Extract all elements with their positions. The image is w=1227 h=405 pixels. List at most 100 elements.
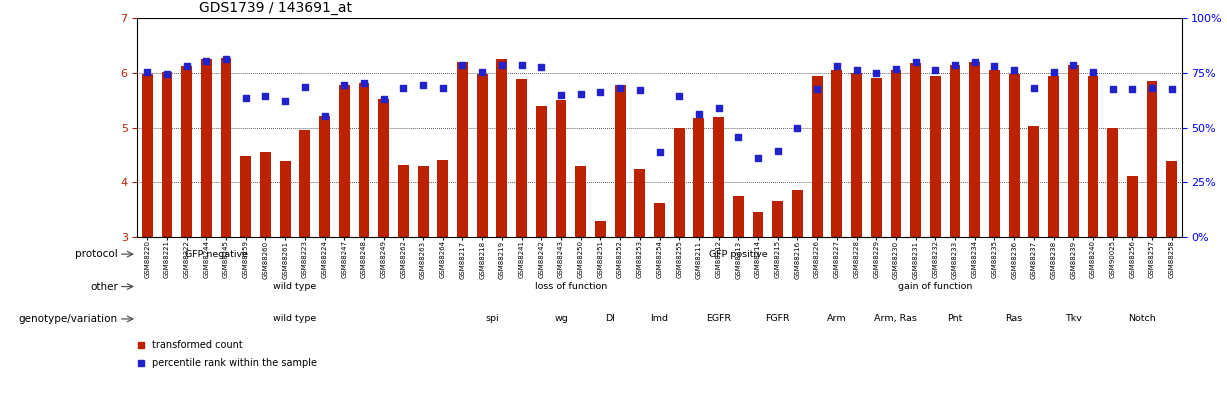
Point bbox=[709, 105, 729, 112]
Bar bbox=[910, 63, 921, 237]
Point bbox=[531, 64, 551, 70]
Bar bbox=[142, 74, 152, 237]
Bar bbox=[969, 62, 980, 237]
Text: Arm, Ras: Arm, Ras bbox=[875, 314, 918, 324]
Bar bbox=[772, 201, 783, 237]
Point bbox=[571, 90, 590, 97]
Bar bbox=[556, 100, 567, 237]
Text: gain of function: gain of function bbox=[898, 282, 973, 291]
Bar bbox=[654, 203, 665, 237]
Point bbox=[670, 93, 690, 99]
Text: Dl: Dl bbox=[605, 314, 615, 324]
Text: Notch: Notch bbox=[1129, 314, 1156, 324]
Bar bbox=[852, 73, 861, 237]
Bar bbox=[1107, 128, 1118, 237]
Text: wild type: wild type bbox=[274, 282, 317, 291]
Point bbox=[768, 147, 788, 154]
Bar bbox=[260, 152, 271, 237]
Text: Imd: Imd bbox=[650, 314, 669, 324]
Bar bbox=[615, 85, 626, 237]
Point bbox=[984, 63, 1004, 70]
Point bbox=[1005, 67, 1025, 73]
Bar bbox=[950, 65, 961, 237]
Text: spi: spi bbox=[485, 314, 499, 324]
Point bbox=[1162, 86, 1182, 92]
Bar bbox=[182, 66, 193, 237]
Bar bbox=[752, 212, 763, 237]
Point bbox=[590, 89, 610, 95]
Point bbox=[886, 65, 906, 72]
Text: Pnt: Pnt bbox=[947, 314, 963, 324]
Point bbox=[690, 111, 709, 117]
Point bbox=[925, 67, 945, 73]
Point bbox=[1083, 68, 1103, 75]
Bar bbox=[398, 165, 409, 237]
Bar bbox=[517, 79, 528, 237]
Bar bbox=[1009, 74, 1020, 237]
Text: protocol: protocol bbox=[75, 249, 118, 259]
Point bbox=[1142, 85, 1162, 92]
Point bbox=[236, 94, 255, 101]
Bar bbox=[339, 85, 350, 237]
Point bbox=[394, 85, 413, 92]
Bar bbox=[1087, 76, 1098, 237]
Bar bbox=[871, 78, 882, 237]
Point bbox=[315, 112, 335, 119]
Point bbox=[453, 62, 472, 68]
Point bbox=[1064, 62, 1083, 68]
Text: Tkv: Tkv bbox=[1065, 314, 1082, 324]
Bar bbox=[891, 70, 902, 237]
Point bbox=[1103, 86, 1123, 92]
Point bbox=[610, 85, 629, 92]
Point bbox=[137, 68, 157, 75]
Bar bbox=[674, 128, 685, 237]
Bar bbox=[417, 166, 428, 237]
Bar bbox=[713, 117, 724, 237]
Bar bbox=[791, 190, 802, 237]
Text: loss of function: loss of function bbox=[535, 282, 607, 291]
Bar bbox=[280, 162, 291, 237]
Bar bbox=[832, 70, 842, 237]
Point bbox=[275, 98, 294, 104]
Point bbox=[374, 96, 394, 102]
Point bbox=[335, 82, 355, 88]
Bar bbox=[299, 130, 310, 237]
Text: genotype/variation: genotype/variation bbox=[18, 314, 118, 324]
Text: GFP positive: GFP positive bbox=[709, 249, 768, 259]
Text: transformed count: transformed count bbox=[152, 340, 243, 350]
Point bbox=[945, 62, 964, 68]
Bar bbox=[497, 59, 507, 237]
Bar bbox=[1126, 176, 1137, 237]
Bar bbox=[634, 168, 645, 237]
Bar bbox=[536, 106, 547, 237]
Bar bbox=[240, 156, 252, 237]
Text: EGFR: EGFR bbox=[706, 314, 731, 324]
Point bbox=[177, 63, 196, 70]
Point bbox=[1025, 85, 1044, 92]
Point bbox=[551, 92, 571, 98]
Bar bbox=[201, 59, 212, 237]
Point bbox=[729, 134, 748, 141]
Bar bbox=[1167, 162, 1177, 237]
Point bbox=[255, 93, 275, 99]
Bar bbox=[733, 196, 744, 237]
Point bbox=[866, 70, 886, 76]
Bar bbox=[989, 70, 1000, 237]
Point bbox=[157, 71, 177, 77]
Point bbox=[355, 79, 374, 86]
Point bbox=[492, 62, 512, 68]
Bar bbox=[358, 83, 369, 237]
Point bbox=[472, 68, 492, 75]
Text: Ras: Ras bbox=[1005, 314, 1023, 324]
Point bbox=[629, 87, 649, 94]
Point bbox=[413, 82, 433, 88]
Point bbox=[748, 154, 768, 161]
Bar bbox=[378, 99, 389, 237]
Bar bbox=[319, 115, 330, 237]
Point bbox=[807, 86, 827, 92]
Point bbox=[196, 58, 216, 64]
Point bbox=[906, 59, 925, 65]
Point bbox=[827, 63, 847, 70]
Text: GDS1739 / 143691_at: GDS1739 / 143691_at bbox=[199, 1, 352, 15]
Text: wild type: wild type bbox=[274, 314, 317, 324]
